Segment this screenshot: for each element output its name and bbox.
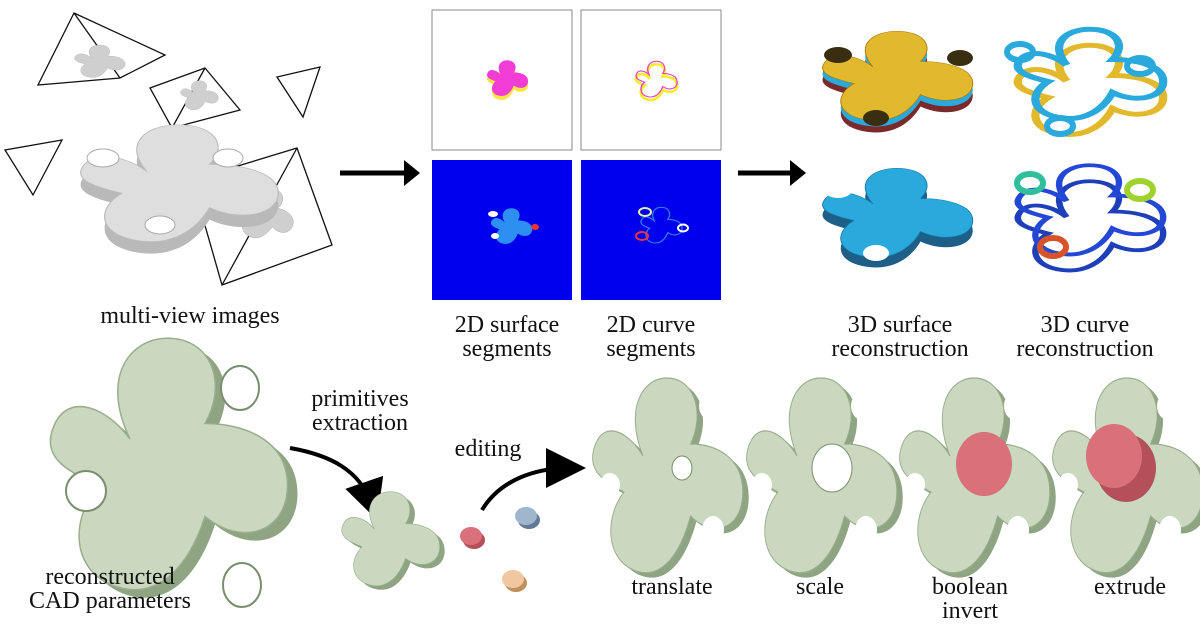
multi-view-scene bbox=[3, 12, 333, 286]
extraction-arrow bbox=[289, 446, 384, 521]
reconstructed-cad-part bbox=[49, 337, 298, 608]
label-primitives-extraction: primitives extraction bbox=[311, 386, 409, 436]
editing-arrow bbox=[480, 448, 586, 512]
extruded-cylinder bbox=[1086, 424, 1142, 488]
label-surface-reconstruction: 3D surface reconstruction bbox=[831, 312, 969, 362]
stage-arrows bbox=[340, 160, 806, 186]
red-cylinder bbox=[460, 527, 482, 545]
label-boolean-invert: boolean invert bbox=[932, 574, 1008, 624]
primitive-cylinders bbox=[460, 507, 540, 592]
panel-curve-color bbox=[580, 9, 722, 151]
label-editing: editing bbox=[454, 436, 522, 462]
label-curve-reconstruction: 3D curve reconstruction bbox=[1016, 312, 1154, 362]
segment-panels bbox=[431, 9, 722, 300]
reconstruction-3d bbox=[822, 29, 1164, 270]
label-translate: translate bbox=[631, 574, 713, 600]
edit-boolean-invert bbox=[898, 377, 1056, 578]
extracted-primitive bbox=[341, 491, 445, 590]
label-multi-view-images: multi-view images bbox=[100, 303, 280, 329]
edit-translate bbox=[591, 377, 749, 578]
blue-cylinder bbox=[515, 507, 537, 525]
label-extrude: extrude bbox=[1094, 574, 1166, 600]
label-scale: scale bbox=[796, 574, 844, 600]
gray-cad-part bbox=[79, 124, 279, 254]
edit-extrude bbox=[1051, 377, 1200, 578]
label-curve-segments: 2D curve segments bbox=[606, 312, 696, 362]
label-reconstructed-cad: reconstructed CAD parameters bbox=[29, 564, 191, 614]
inverted-boolean-cylinder bbox=[956, 432, 1012, 496]
label-surface-segments: 2D surface segments bbox=[454, 312, 560, 362]
edit-scale bbox=[745, 377, 903, 578]
orange-cylinder bbox=[502, 570, 524, 588]
panel-curve-id bbox=[581, 160, 721, 300]
